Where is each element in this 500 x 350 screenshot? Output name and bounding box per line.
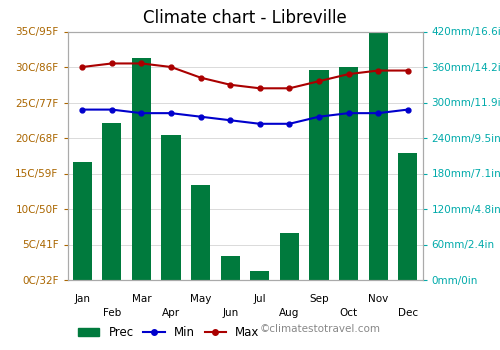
Bar <box>220 256 240 280</box>
Text: Apr: Apr <box>162 308 180 318</box>
Text: Oct: Oct <box>340 308 357 318</box>
Bar <box>398 153 417 280</box>
Text: May: May <box>190 294 212 304</box>
Text: Sep: Sep <box>309 294 329 304</box>
Bar <box>368 32 388 280</box>
Bar <box>280 233 299 280</box>
Bar <box>72 162 92 280</box>
Bar <box>132 58 151 280</box>
Text: Mar: Mar <box>132 294 152 304</box>
Text: Jan: Jan <box>74 294 90 304</box>
Text: Dec: Dec <box>398 308 418 318</box>
Text: Jun: Jun <box>222 308 238 318</box>
Bar <box>191 186 210 280</box>
Text: Nov: Nov <box>368 294 388 304</box>
Text: Feb: Feb <box>103 308 121 318</box>
Bar <box>250 271 270 280</box>
Title: Climate chart - Libreville: Climate chart - Libreville <box>143 9 347 27</box>
Bar <box>162 135 180 280</box>
Bar <box>339 67 358 280</box>
Bar <box>102 123 122 280</box>
Text: Jul: Jul <box>254 294 266 304</box>
Bar <box>310 70 328 280</box>
Text: ©climatestotravel.com: ©climatestotravel.com <box>260 324 381 334</box>
Legend: Prec, Min, Max: Prec, Min, Max <box>74 321 264 344</box>
Text: Aug: Aug <box>279 308 299 318</box>
